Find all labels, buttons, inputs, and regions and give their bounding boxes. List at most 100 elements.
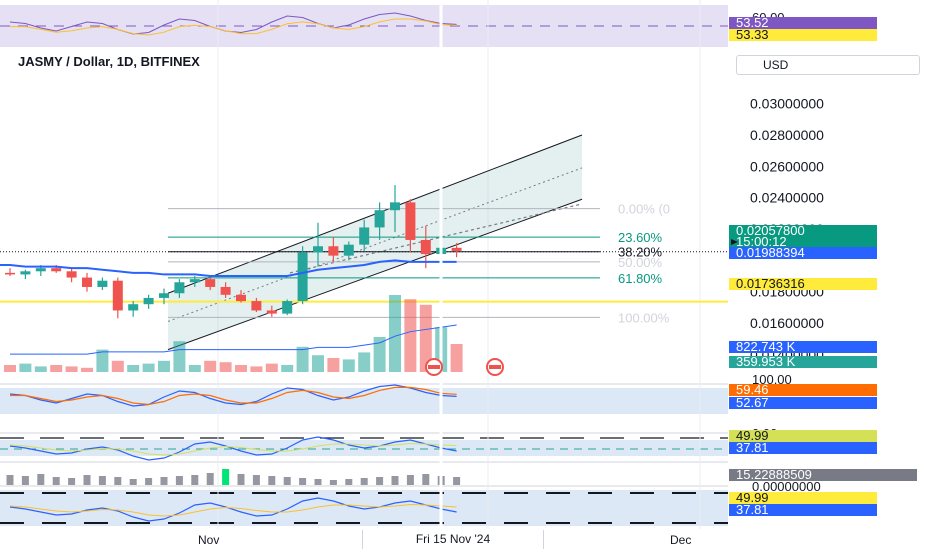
rsi-ma-line bbox=[10, 18, 457, 36]
candle-body bbox=[405, 202, 416, 240]
us-flag-event-icon bbox=[428, 365, 440, 369]
volume-bar bbox=[81, 367, 93, 372]
volume-bar bbox=[389, 295, 401, 372]
candle-body bbox=[266, 310, 277, 314]
volume-bar bbox=[373, 337, 386, 372]
volume-bar bbox=[250, 366, 263, 372]
candle-body bbox=[220, 286, 231, 295]
histogram-bar bbox=[37, 474, 45, 485]
candle-body bbox=[66, 271, 77, 278]
fib-level-label: 61.80% bbox=[618, 271, 663, 286]
candle-body bbox=[35, 268, 46, 272]
volume-bar bbox=[34, 366, 47, 372]
value-badge-text: 0.02057800 bbox=[736, 223, 805, 238]
volume-bar bbox=[50, 365, 63, 372]
candle-body bbox=[343, 244, 354, 256]
candle-body bbox=[374, 210, 385, 228]
candle-body bbox=[328, 246, 339, 256]
histogram-bar bbox=[129, 479, 137, 485]
candle-body bbox=[128, 304, 139, 311]
candle-body bbox=[390, 202, 400, 211]
value-badge-text: 15.22888509 bbox=[736, 467, 812, 482]
histogram-bar bbox=[406, 475, 414, 485]
volume-bar bbox=[358, 352, 371, 372]
histogram-bar bbox=[453, 477, 461, 485]
event-icons bbox=[425, 358, 504, 376]
volume-bar bbox=[235, 365, 247, 372]
value-badge-text: 53.52 bbox=[736, 15, 769, 30]
fib-level-label: 50.00% bbox=[618, 255, 663, 270]
hist-tick-label: 0.00000000 bbox=[752, 479, 821, 494]
fib-level-label: 23.60% bbox=[618, 230, 663, 245]
value-badge bbox=[729, 29, 877, 41]
volume-bar bbox=[204, 360, 217, 372]
value-badge bbox=[729, 236, 877, 248]
fibonacci-retracement: 0.00% (0 23.60%38.20%50.00%61.80% 100.00% bbox=[0, 202, 728, 325]
volume-ma-line bbox=[10, 324, 457, 355]
histogram-bar bbox=[206, 473, 214, 485]
candle-body bbox=[97, 280, 108, 287]
indicator-panels bbox=[0, 5, 728, 526]
candle-body bbox=[359, 227, 370, 245]
candle-body bbox=[420, 239, 431, 255]
candle-body bbox=[313, 246, 323, 253]
histogram-bar bbox=[52, 477, 60, 485]
histogram-bar bbox=[191, 475, 199, 485]
value-badge bbox=[729, 397, 877, 409]
histogram-bar bbox=[360, 478, 368, 485]
volume-bar bbox=[327, 358, 340, 372]
histogram-bar bbox=[98, 476, 106, 485]
value-badge-text: 52.67 bbox=[736, 395, 769, 410]
symbol-title: JASMY / Dollar, 1D, BITFINEX bbox=[18, 54, 200, 69]
candle-body bbox=[451, 247, 462, 251]
histogram-bar bbox=[329, 480, 337, 485]
candle-body bbox=[82, 277, 92, 287]
value-badge-text: 15:00:12 bbox=[736, 234, 787, 249]
value-badge bbox=[729, 492, 877, 504]
value-badge bbox=[729, 384, 877, 396]
histogram-bar bbox=[252, 475, 260, 485]
value-badge bbox=[729, 442, 877, 454]
candle-body bbox=[174, 282, 185, 294]
value-badge-text: 49.99 bbox=[736, 490, 769, 505]
histogram-bar bbox=[114, 477, 122, 485]
value-badge bbox=[729, 17, 877, 29]
volume-bar bbox=[19, 363, 32, 372]
stoch-d-line bbox=[10, 386, 457, 406]
value-badge-text: 0.01736316 bbox=[736, 276, 805, 291]
volume-bars bbox=[4, 295, 463, 372]
current-price-marker-icon bbox=[731, 239, 738, 245]
bottom-d-line bbox=[9, 503, 457, 517]
candle-body bbox=[20, 271, 31, 275]
value-badge bbox=[729, 430, 877, 442]
currency-selector[interactable]: USD bbox=[736, 55, 920, 75]
value-badge bbox=[729, 225, 877, 237]
channel-lower bbox=[167, 198, 583, 351]
value-badge-text: 59.46 bbox=[736, 382, 769, 397]
volume-bar bbox=[419, 304, 432, 372]
value-badge-text: 359.953 K bbox=[736, 354, 796, 369]
candle-body bbox=[251, 301, 262, 311]
stoch-k-line bbox=[9, 384, 457, 407]
volume-bar bbox=[265, 363, 278, 372]
fib-level-label: 38.20% bbox=[618, 245, 663, 260]
value-badge bbox=[729, 356, 877, 368]
value-badge bbox=[729, 469, 917, 481]
candle-body bbox=[297, 252, 308, 302]
grid-lines bbox=[217, 0, 701, 529]
bottom-panel-band bbox=[0, 490, 728, 526]
value-badge-text: 53.33 bbox=[736, 27, 769, 42]
volume-bar bbox=[158, 360, 170, 372]
price-tick-label: 0.01600000 bbox=[750, 315, 824, 331]
candle-body bbox=[236, 294, 246, 302]
volume-bar bbox=[312, 355, 324, 372]
histogram-bar bbox=[145, 478, 153, 485]
price-tick-label: 0.02800000 bbox=[750, 127, 824, 143]
mid-d-line bbox=[9, 442, 457, 456]
stoch-tick-label: 100.00 bbox=[752, 372, 792, 387]
histogram-bar bbox=[299, 478, 307, 485]
volume-bar bbox=[219, 362, 232, 372]
histogram-bar bbox=[314, 479, 322, 485]
